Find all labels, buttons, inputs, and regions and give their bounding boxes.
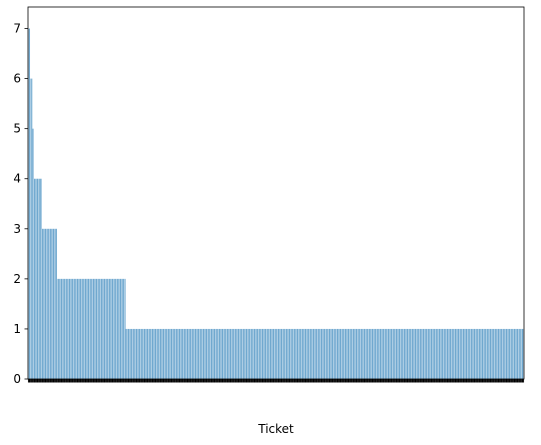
y-tick-label: 3 xyxy=(13,222,21,236)
y-tick-label: 1 xyxy=(13,322,21,336)
y-tick-label: 7 xyxy=(13,22,21,36)
y-tick-label: 4 xyxy=(13,172,21,186)
y-tick-label: 5 xyxy=(13,122,21,136)
y-tick-label: 2 xyxy=(13,272,21,286)
x-axis-label: Ticket xyxy=(257,422,294,436)
y-tick-label: 0 xyxy=(13,372,21,386)
plot-frame xyxy=(27,6,525,380)
y-tick-label: 6 xyxy=(13,72,21,86)
